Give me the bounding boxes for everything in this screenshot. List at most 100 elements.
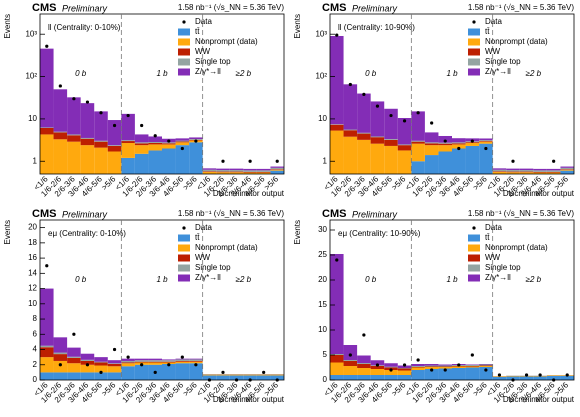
bar-segment <box>425 143 439 145</box>
data-point <box>167 139 170 142</box>
bar-segment <box>270 171 284 174</box>
bar-segment <box>466 366 480 367</box>
legend-swatch <box>178 29 190 36</box>
data-point <box>86 100 89 103</box>
cms-label: CMS <box>322 2 346 14</box>
bar-segment <box>438 365 452 366</box>
legend-label: WW <box>195 253 211 262</box>
bar-segment <box>162 364 176 380</box>
bar-segment <box>371 144 385 174</box>
preliminary-label: Preliminary <box>352 209 398 219</box>
x-axis-label: Discriminator output <box>213 395 285 404</box>
bar-segment <box>108 363 122 364</box>
bar-segment <box>189 361 203 362</box>
legend-label: WW <box>485 47 501 56</box>
y-tick-label: 10 <box>28 299 37 308</box>
data-point <box>140 124 143 127</box>
data-point <box>72 97 75 100</box>
bar-segment <box>135 359 149 361</box>
bar-segment <box>371 369 385 375</box>
bar-segment <box>121 359 135 361</box>
data-point <box>417 111 420 114</box>
bar-segment <box>520 377 534 381</box>
legend-swatch <box>178 59 190 66</box>
data-point <box>349 83 352 86</box>
bar-segment <box>121 158 135 174</box>
region-label: ≥2 b <box>236 275 252 284</box>
legend-swatch <box>178 49 190 56</box>
bar-segment <box>67 358 81 363</box>
bar-segment <box>357 363 371 364</box>
bar-segment <box>398 150 412 174</box>
bar-segment <box>203 168 217 169</box>
bar-segment <box>384 109 398 139</box>
bar-segment <box>40 346 54 348</box>
bar-segment <box>216 170 230 172</box>
y-tick-label: 18 <box>28 238 37 247</box>
y-tick-label: 10³ <box>25 29 37 38</box>
region-label: 1 b <box>446 69 458 78</box>
bar-segment <box>411 367 425 368</box>
bar-segment <box>94 142 108 148</box>
legend-label: WW <box>485 253 501 262</box>
y-axis-label: Events <box>293 220 302 244</box>
bar-segment <box>411 366 425 367</box>
y-tick-label: 30 <box>318 225 327 234</box>
data-point <box>457 363 460 366</box>
data-point <box>86 363 89 366</box>
channel-label: eμ (Centrality: 0-10%) <box>48 229 126 238</box>
bar-segment <box>67 357 81 358</box>
bar-segment <box>162 362 176 363</box>
data-point <box>389 368 392 371</box>
data-point <box>457 147 460 150</box>
bar-segment <box>493 168 507 169</box>
legend-swatch <box>468 235 480 242</box>
bar-segment <box>398 371 412 376</box>
bar-segment <box>547 170 561 172</box>
bar-segment <box>466 368 480 381</box>
bar-segment <box>466 367 480 368</box>
bar-segment <box>40 372 54 380</box>
data-point <box>566 373 569 376</box>
legend-label: Data <box>195 223 212 232</box>
bar-segment <box>357 356 371 364</box>
channel-label: ll (Centrality: 10-90%) <box>338 23 415 32</box>
bar-segment <box>148 362 162 364</box>
bar-segment <box>81 354 95 360</box>
bar-segment <box>230 375 244 376</box>
legend-marker <box>182 20 185 23</box>
legend-swatch <box>178 265 190 272</box>
bar-segment <box>479 366 493 367</box>
y-tick-label: 10² <box>25 72 37 81</box>
bar-segment <box>479 364 493 365</box>
bar-segment <box>189 359 203 361</box>
bar-segment <box>330 36 344 124</box>
cms-label: CMS <box>322 208 346 220</box>
legend-label: Nonprompt (data) <box>195 37 258 46</box>
bar-segment <box>94 111 108 140</box>
bar-segment <box>148 359 162 361</box>
bar-segment <box>330 355 344 363</box>
bar-segment <box>506 169 520 170</box>
legend-label: Single top <box>195 57 231 66</box>
legend-label: Single top <box>195 263 231 272</box>
bar-segment <box>466 146 480 174</box>
bar-segment <box>257 170 271 172</box>
channel-label: ll (Centrality: 0-10%) <box>48 23 121 32</box>
bar-segment <box>270 167 284 168</box>
data-point <box>471 353 474 356</box>
legend-swatch <box>468 29 480 36</box>
data-point <box>349 353 352 356</box>
bar-segment <box>425 132 439 142</box>
bar-segment <box>108 146 122 152</box>
bar-segment <box>425 142 439 143</box>
legend-label: Data <box>485 223 502 232</box>
bar-segment <box>148 144 162 150</box>
legend-label: Single top <box>485 263 521 272</box>
y-tick-label: 10 <box>28 114 37 123</box>
y-axis-label: Events <box>3 220 12 244</box>
bar-segment <box>344 130 358 136</box>
bar-segment <box>466 365 480 366</box>
y-tick-label: 10² <box>315 72 327 81</box>
bar-segment <box>121 363 135 366</box>
